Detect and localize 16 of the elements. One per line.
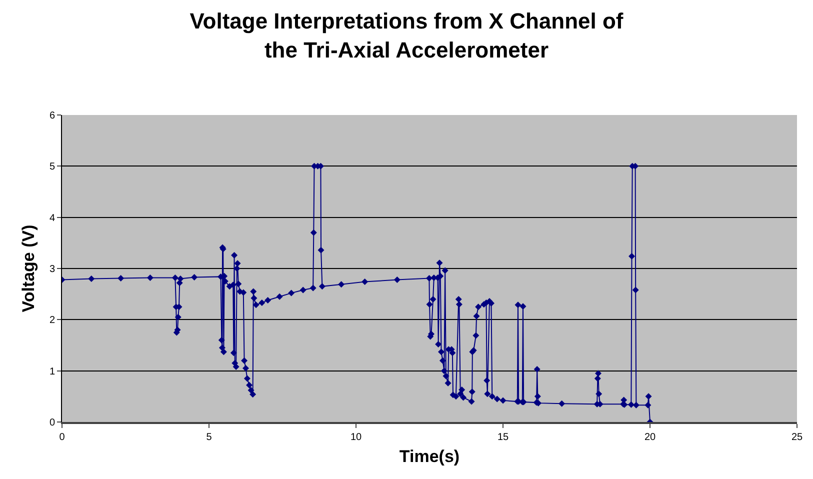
chart-title: Voltage Interpretations from X Channel of the Tri-Axial Accelerometer — [190, 8, 624, 62]
x-tick-label: 0 — [59, 432, 66, 443]
x-axis-title: Time(s) — [399, 446, 460, 466]
y-tick-label: 1 — [49, 366, 56, 378]
x-tick-label: 15 — [497, 432, 509, 443]
x-tick-label: 10 — [350, 432, 362, 443]
y-tick-label: 5 — [49, 162, 56, 173]
y-tick-label: 0 — [49, 418, 56, 428]
y-axis-title: Voltage (V) — [18, 224, 38, 312]
y-tick-label: 6 — [49, 110, 56, 122]
y-tick-label: 2 — [49, 315, 56, 326]
y-tick-label: 4 — [49, 212, 56, 224]
x-tick-label: 25 — [791, 432, 803, 443]
y-tick-label: 3 — [49, 264, 56, 275]
x-tick-label: 5 — [206, 432, 212, 443]
x-tick-label: 20 — [644, 432, 656, 443]
